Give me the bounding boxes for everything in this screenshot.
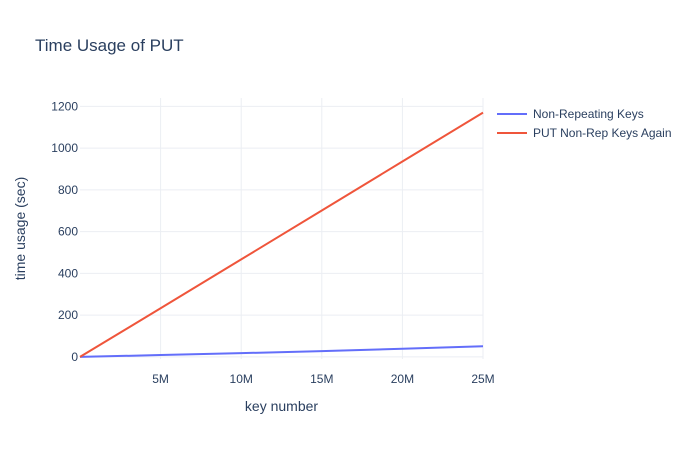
chart-title: Time Usage of PUT [35,36,184,55]
y-axis-title: time usage (sec) [12,177,28,280]
x-tick-label: 10M [230,372,253,386]
x-tick-label: 25M [471,372,494,386]
series-line-1 [79,345,484,358]
y-tick-label: 600 [58,225,78,239]
y-tick-label: 0 [71,350,78,364]
series-line-2 [79,111,484,358]
axis-ticks: 5M 10M 15M 20M 25M 0 200 400 600 800 1000 1200 [51,99,494,386]
y-tick-label: 1200 [51,99,78,113]
x-tick-label: 20M [391,372,414,386]
y-tick-label: 400 [58,266,78,280]
x-axis-title: key number [245,398,318,414]
legend[interactable]: Non-Repeating Keys PUT Non-Rep Keys Again [497,107,672,140]
x-tick-label: 15M [310,372,333,386]
legend-item[interactable]: PUT Non-Rep Keys Again [497,126,672,140]
y-tick-label: 800 [58,183,78,197]
series-group [79,111,484,358]
legend-item[interactable]: Non-Repeating Keys [497,107,644,121]
y-tick-label: 200 [58,308,78,322]
x-tick-label: 5M [152,372,169,386]
y-tick-label: 1000 [51,141,78,155]
legend-label: Non-Repeating Keys [533,107,644,121]
grid [80,98,484,359]
legend-label: PUT Non-Rep Keys Again [533,126,672,140]
